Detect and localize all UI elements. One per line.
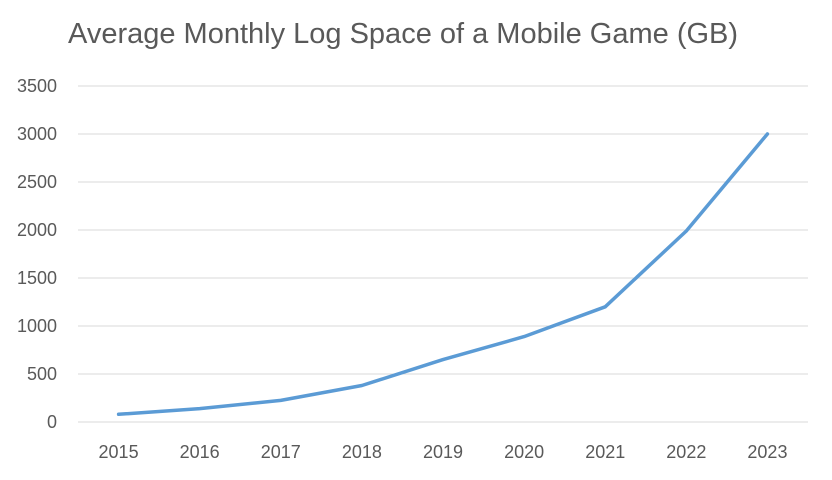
chart-title: Average Monthly Log Space of a Mobile Ga…: [68, 18, 739, 50]
data-point: [198, 407, 202, 411]
x-axis-ticks: 2015 2016 2017 2018 2019 2020 2021 2022 2023: [99, 442, 788, 462]
y-tick-label: 500: [27, 364, 57, 384]
x-tick-label: 2018: [342, 442, 382, 462]
data-point: [765, 132, 769, 136]
y-tick-label: 1000: [17, 316, 57, 336]
y-tick-label: 3500: [17, 76, 57, 96]
y-tick-label: 2500: [17, 172, 57, 192]
x-tick-label: 2022: [666, 442, 706, 462]
series-layer: [116, 132, 770, 417]
y-tick-label: 2000: [17, 220, 57, 240]
x-tick-label: 2019: [423, 442, 463, 462]
data-point: [684, 229, 688, 233]
x-tick-label: 2021: [585, 442, 625, 462]
data-point: [441, 358, 445, 362]
data-point: [522, 335, 526, 339]
data-point: [360, 384, 364, 388]
data-point: [279, 398, 283, 402]
x-tick-label: 2015: [99, 442, 139, 462]
series-line: [116, 132, 770, 417]
x-tick-label: 2023: [747, 442, 787, 462]
x-tick-label: 2020: [504, 442, 544, 462]
y-tick-label: 0: [47, 412, 57, 432]
y-axis-ticks: 0 500 1000 1500 2000 2500 3000 3500: [17, 76, 57, 432]
y-tick-label: 1500: [17, 268, 57, 288]
x-tick-label: 2017: [261, 442, 301, 462]
data-point: [603, 305, 607, 309]
y-tick-label: 3000: [17, 124, 57, 144]
x-tick-label: 2016: [180, 442, 220, 462]
data-point: [117, 412, 121, 416]
gridlines: [78, 85, 808, 423]
